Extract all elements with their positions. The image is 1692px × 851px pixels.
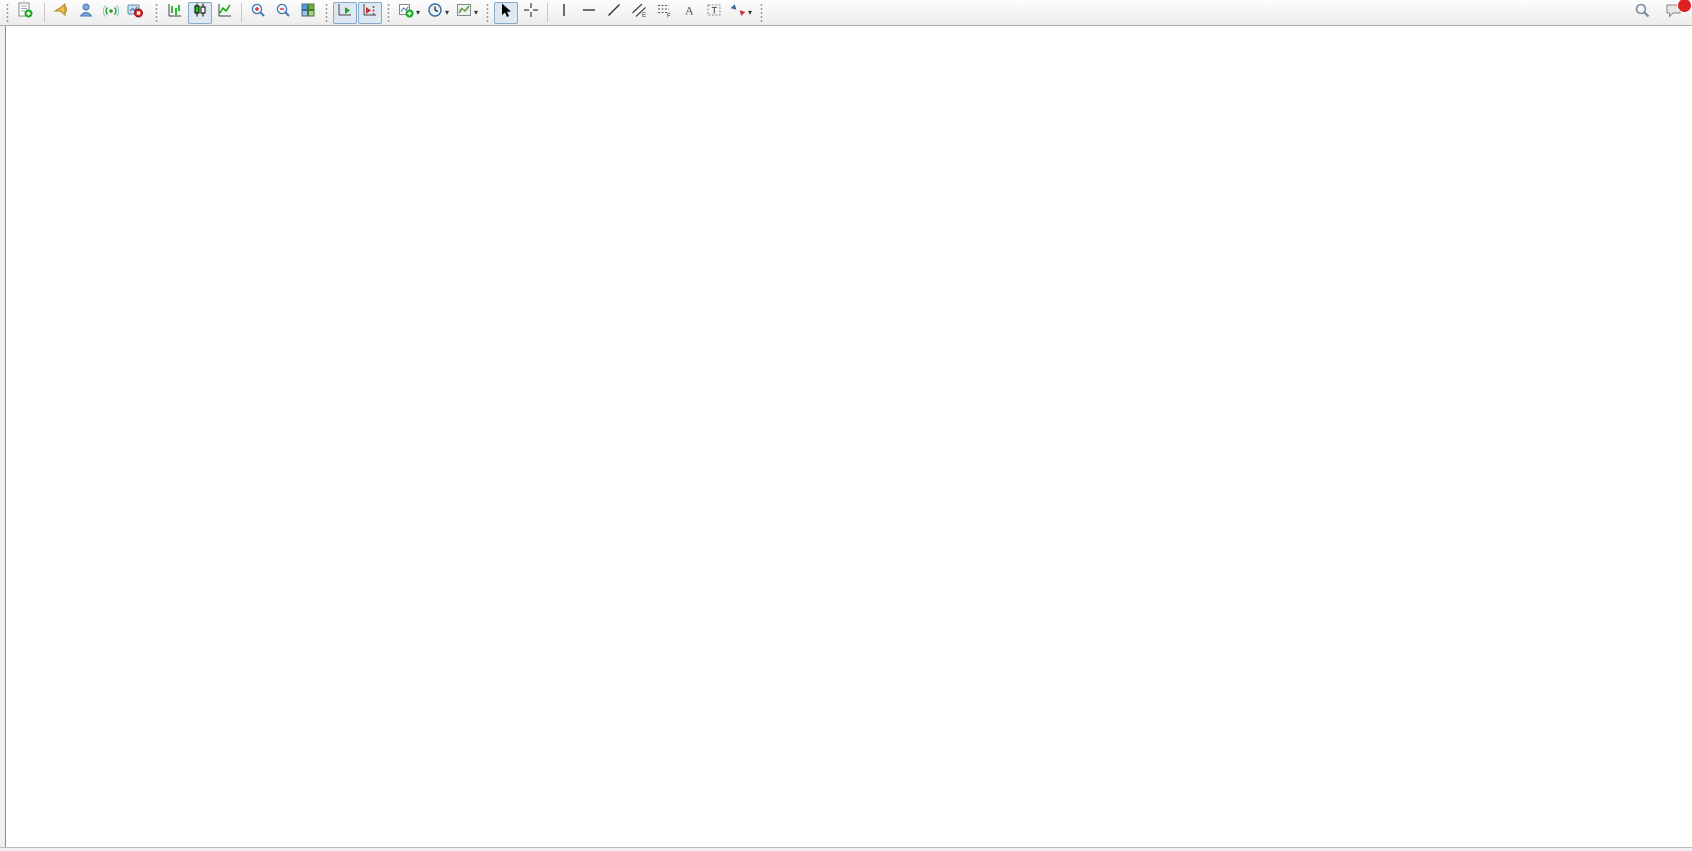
horizontal-line-button[interactable] <box>577 2 601 24</box>
periods-button[interactable]: ▾ <box>424 2 452 24</box>
community-button[interactable] <box>74 2 98 24</box>
text-icon: A <box>681 2 697 23</box>
candlestick-icon <box>192 2 208 23</box>
chart-candles-button[interactable] <box>188 1 212 24</box>
svg-text:F: F <box>667 14 671 19</box>
svg-text:A: A <box>685 4 694 18</box>
chart-shift-icon <box>362 2 378 23</box>
notification-badge <box>1677 0 1692 13</box>
indicators-icon <box>398 2 414 23</box>
new-order-button[interactable] <box>14 2 40 24</box>
horn-icon <box>53 2 69 23</box>
equidistant-channel-icon: E <box>631 2 647 23</box>
tile-windows-icon <box>300 2 316 23</box>
chevron-down-icon: ▾ <box>748 8 753 17</box>
trendline-icon <box>606 2 622 23</box>
price-chart-canvas[interactable] <box>0 26 1692 851</box>
zoom-out-icon <box>275 2 291 23</box>
alerts-button[interactable] <box>49 2 73 24</box>
toolbar-right-cluster <box>1630 0 1692 24</box>
toolbar-separator <box>241 3 242 22</box>
channel-button[interactable]: E <box>627 2 651 24</box>
arrows-icon <box>730 2 746 23</box>
toolbar-grip[interactable] <box>759 3 765 22</box>
chevron-down-icon: ▾ <box>445 8 450 17</box>
zoom-in-icon <box>250 2 266 23</box>
cursor-icon <box>498 2 514 23</box>
toolbar-grip[interactable] <box>485 3 491 22</box>
notifications-button[interactable] <box>1662 0 1692 24</box>
toolbar-separator <box>44 3 45 22</box>
toolbar-grip[interactable] <box>386 3 391 22</box>
fibonacci-icon: F <box>656 2 672 23</box>
line-chart-icon <box>217 2 233 23</box>
toolbar-grip[interactable] <box>5 3 10 22</box>
chart-shift-button[interactable] <box>358 1 382 24</box>
vertical-line-button[interactable] <box>552 2 576 24</box>
zoom-out-button[interactable] <box>271 2 295 24</box>
cursor-button[interactable] <box>494 1 519 24</box>
chart-window <box>0 26 1692 851</box>
search-button[interactable] <box>1630 2 1654 24</box>
autoscroll-button[interactable] <box>333 1 357 24</box>
templates-button[interactable]: ▾ <box>453 2 481 24</box>
template-icon <box>456 2 472 23</box>
horizontal-line-icon <box>581 2 597 23</box>
crosshair-icon <box>523 2 539 23</box>
bar-chart-icon <box>167 2 183 23</box>
autotrading-icon <box>127 2 143 23</box>
svg-text:T: T <box>712 6 718 16</box>
tile-windows-button[interactable] <box>296 2 320 24</box>
autoscroll-icon <box>337 2 353 23</box>
text-button[interactable]: A <box>677 2 701 24</box>
trendline-button[interactable] <box>602 2 626 24</box>
macd-label <box>12 604 15 616</box>
indicators-button[interactable]: ▾ <box>395 2 423 24</box>
chevron-down-icon: ▾ <box>416 8 421 17</box>
toolbar-grip[interactable] <box>154 3 159 22</box>
autotrading-button[interactable] <box>124 2 150 24</box>
zoom-in-button[interactable] <box>246 2 270 24</box>
fibonacci-button[interactable]: F <box>652 2 676 24</box>
signal-icon <box>102 2 120 23</box>
toolbar-separator <box>547 3 549 22</box>
chart-bars-button[interactable] <box>163 2 187 24</box>
rsi-label <box>12 702 15 714</box>
text-label-icon: T <box>706 2 722 23</box>
new-order-icon <box>17 2 33 23</box>
svg-text:E: E <box>642 13 646 18</box>
window-edge-bottom <box>0 847 1692 851</box>
chevron-down-icon: ▾ <box>474 8 479 17</box>
crosshair-button[interactable] <box>519 2 543 24</box>
signal-button[interactable] <box>99 2 123 24</box>
arrows-button[interactable]: ▾ <box>727 2 755 24</box>
vertical-line-icon <box>556 2 572 23</box>
chart-line-button[interactable] <box>213 2 237 24</box>
person-icon <box>78 2 94 23</box>
main-toolbar: ▾ ▾ ▾ <box>0 0 1692 26</box>
clock-icon <box>427 2 443 23</box>
toolbar-grip[interactable] <box>324 3 329 22</box>
window-edge-left <box>0 26 6 851</box>
text-label-button[interactable]: T <box>702 2 726 24</box>
search-icon <box>1634 2 1651 24</box>
